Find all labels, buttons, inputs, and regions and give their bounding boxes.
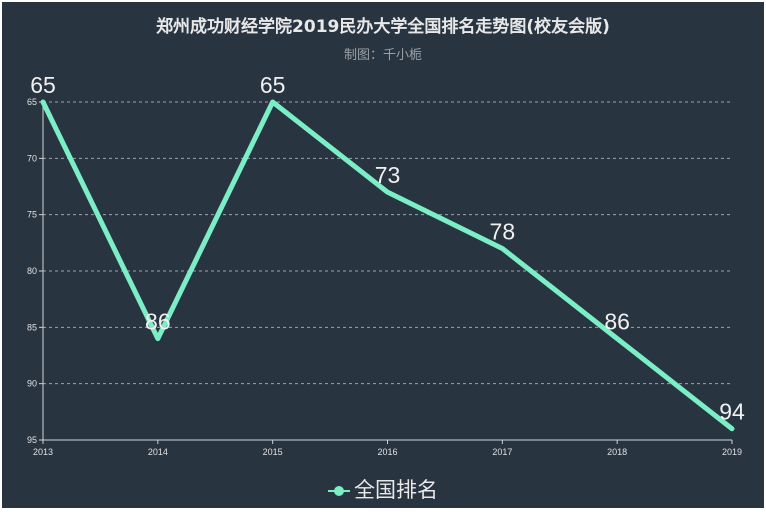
legend-marker-icon bbox=[328, 485, 350, 497]
y-tick-label: 90 bbox=[27, 379, 37, 389]
data-label: 78 bbox=[490, 218, 516, 244]
x-tick-label: 2014 bbox=[148, 447, 168, 457]
x-tick-label: 2013 bbox=[33, 447, 53, 457]
data-point bbox=[615, 336, 620, 341]
data-point bbox=[385, 190, 390, 195]
data-point bbox=[41, 100, 45, 104]
x-tick-label: 2018 bbox=[607, 447, 627, 457]
chart-title: 郑州成功财经学院2019民办大学全国排名走势图(校友会版) bbox=[156, 17, 610, 37]
y-tick-label: 75 bbox=[27, 210, 37, 220]
data-point bbox=[270, 100, 275, 104]
chart-subtitle: 制图：千小栀 bbox=[343, 48, 422, 63]
data-label: 73 bbox=[375, 162, 401, 188]
data-point bbox=[155, 336, 160, 341]
y-tick-label: 95 bbox=[27, 435, 37, 445]
data-label: 94 bbox=[719, 399, 745, 425]
series-line bbox=[40, 99, 735, 432]
data-label: 65 bbox=[30, 72, 56, 98]
data-point bbox=[730, 426, 734, 431]
x-tick-label: 2015 bbox=[263, 447, 283, 457]
data-label: 65 bbox=[260, 72, 286, 98]
y-tick-label: 85 bbox=[27, 322, 37, 332]
data-point bbox=[500, 246, 505, 251]
data-label: 86 bbox=[145, 309, 171, 335]
x-tick-label: 2017 bbox=[492, 447, 512, 457]
y-tick-label: 65 bbox=[27, 97, 37, 107]
x-tick-label: 2016 bbox=[377, 447, 397, 457]
x-tick-label: 2019 bbox=[722, 447, 742, 457]
legend-label: 全国排名 bbox=[354, 478, 438, 502]
y-tick-label: 70 bbox=[27, 153, 37, 163]
y-tick-label: 80 bbox=[27, 266, 37, 276]
data-label: 86 bbox=[604, 309, 630, 335]
legend[interactable]: 全国排名 bbox=[0, 474, 766, 504]
